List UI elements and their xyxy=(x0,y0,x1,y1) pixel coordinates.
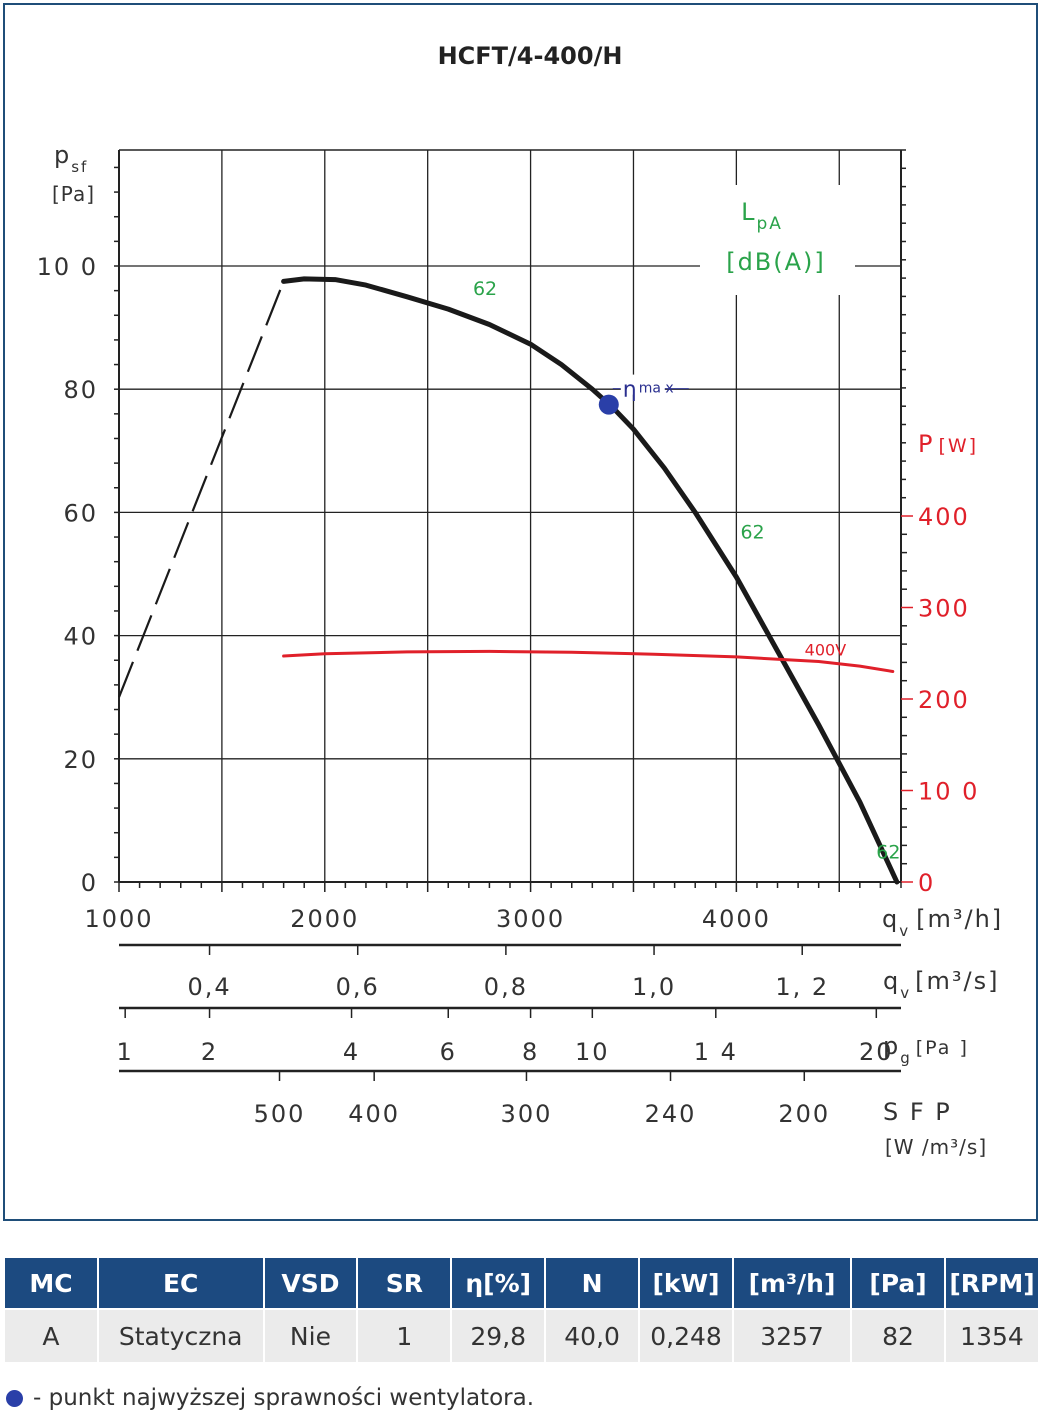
y-tick-label: 80 xyxy=(63,376,98,404)
marks: 62 62 62 η ma x xyxy=(473,278,901,864)
scale-tick-label: 1 xyxy=(117,1038,134,1066)
noise-point-label: 62 xyxy=(876,842,900,864)
scale-tick-label: 1,0 xyxy=(632,973,676,1001)
table-cell: A xyxy=(5,1310,97,1362)
scale-label: qv [m³/s] xyxy=(883,967,999,1002)
table-header-cell: [Pa] xyxy=(852,1258,944,1310)
scale-tick-label: 2 xyxy=(201,1038,218,1066)
noise-label-title: LpA xyxy=(741,198,783,234)
table-cell: Nie xyxy=(264,1310,357,1362)
pressure-curve xyxy=(281,276,900,885)
table-cell: 1354 xyxy=(945,1310,1038,1362)
scale-tick-label: 0,4 xyxy=(187,973,231,1001)
noise-label-unit: [dB(A)] xyxy=(726,248,826,276)
x-tick-label: 4000 xyxy=(702,905,771,933)
y2-axis-label: P [W] xyxy=(918,430,978,458)
table-cell: 82 xyxy=(852,1310,944,1362)
y-tick-label: 40 xyxy=(63,623,98,651)
y-axis-label: psf xyxy=(54,141,88,176)
chart: HCFT/4-400/H LpA [dB(A)] 0 20 40 60 80 10 0 0 1… xyxy=(37,42,1003,1159)
scale-tick-label: 240 xyxy=(645,1100,697,1128)
spec-table: MC EC VSD SR η[%] N [kW] [m³/h] [Pa] [RPM] A Staty… xyxy=(3,1258,1040,1362)
scale-tick-label: 1, 2 xyxy=(775,973,829,1001)
chart-frame xyxy=(3,3,1038,1221)
table-cell: 0,248 xyxy=(640,1310,732,1362)
table-header-row: MC EC VSD SR η[%] N [kW] [m³/h] [Pa] [RPM] xyxy=(5,1258,1038,1310)
table-header-cell: MC xyxy=(5,1258,97,1310)
power-curve xyxy=(282,649,895,673)
y-axis-unit: [Pa] xyxy=(52,182,95,206)
table-cell: Statyczna xyxy=(98,1310,263,1362)
chart-title: HCFT/4-400/H xyxy=(438,42,623,70)
scale-tick-label: 200 xyxy=(778,1100,830,1128)
y-tick-label: 20 xyxy=(63,746,98,774)
scale-tick-label: 10 xyxy=(575,1038,610,1066)
x-tick-label: 3000 xyxy=(496,905,565,933)
scale-tick-label: 4 xyxy=(343,1038,360,1066)
scale-tick-label: 0,8 xyxy=(484,973,528,1001)
eta-max-point xyxy=(598,394,619,415)
table-header-cell: [RPM] xyxy=(945,1258,1038,1310)
noise-label-bg xyxy=(700,185,855,295)
scale-tick-label: 0,6 xyxy=(336,973,380,1001)
y2-tick-label: 10 0 xyxy=(918,778,979,806)
table-row: A Statyczna Nie 1 29,8 40,0 0,248 3257 82 1354 xyxy=(5,1310,1038,1362)
extrapolation-line xyxy=(117,280,285,698)
table-cell: 40,0 xyxy=(546,1310,639,1362)
scale-unit: [W /m³/s] xyxy=(885,1135,987,1159)
table-cell: 1 xyxy=(358,1310,451,1362)
y2-tick-label: 0 xyxy=(918,869,935,897)
scale-label: pg [Pa ] xyxy=(883,1032,969,1067)
eta-max-label-bg xyxy=(620,374,665,395)
scale-tick-label: 6 xyxy=(440,1038,457,1066)
scale-tick-label: 20 xyxy=(859,1038,894,1066)
y-tick-label: 10 0 xyxy=(37,253,98,281)
table-cell: 29,8 xyxy=(452,1310,545,1362)
x-axis-label: qv [m³/h] xyxy=(882,905,1003,940)
scale-tick-label: 500 xyxy=(254,1100,306,1128)
noise-point-label: 62 xyxy=(740,521,764,543)
table-header-cell: N xyxy=(546,1258,639,1310)
table-header-cell: SR xyxy=(358,1258,451,1310)
x-tick-label: 2000 xyxy=(290,905,359,933)
y2-tick-label: 300 xyxy=(918,595,970,623)
table-header-cell: EC xyxy=(98,1258,263,1310)
series: 400V xyxy=(117,276,900,885)
y-tick-label: 60 xyxy=(63,499,98,527)
scale-tick-label: 8 xyxy=(522,1038,539,1066)
table-header-cell: η[%] xyxy=(452,1258,545,1310)
eta-max-dot-icon xyxy=(6,1389,23,1407)
eta-max-label: η ma x xyxy=(623,378,674,403)
scale-tick-label: 300 xyxy=(501,1100,553,1128)
legend-note-text: - punkt najwyższej sprawności wentylator… xyxy=(33,1385,535,1411)
power-series-label: 400V xyxy=(805,640,847,659)
scale-label: S F P xyxy=(883,1098,952,1126)
scale-tick-label: 1 4 xyxy=(694,1038,738,1066)
table-cell: 3257 xyxy=(733,1310,851,1362)
table-header-cell: [m³/h] xyxy=(733,1258,851,1310)
y2-tick-label: 400 xyxy=(918,503,970,531)
scale-tick-label: 400 xyxy=(348,1100,400,1128)
table-header-cell: [kW] xyxy=(640,1258,732,1310)
x-tick-label: 1000 xyxy=(84,905,153,933)
legend-note: - punkt najwyższej sprawności wentylator… xyxy=(6,1385,534,1411)
table-header-cell: VSD xyxy=(264,1258,357,1310)
noise-point-label: 62 xyxy=(473,278,497,300)
y-tick-label: 0 xyxy=(81,869,98,897)
y2-tick-label: 200 xyxy=(918,686,970,714)
